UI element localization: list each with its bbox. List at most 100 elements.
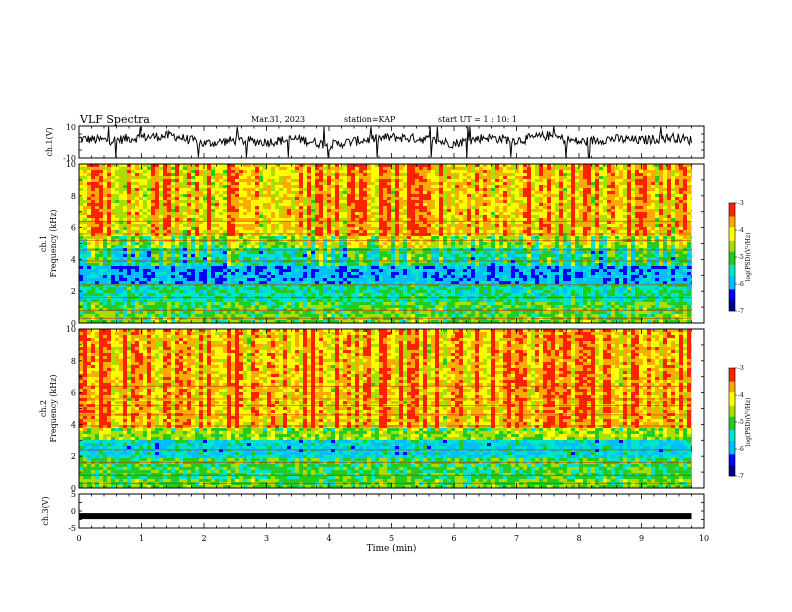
ch1-spectrogram-cell bbox=[83, 215, 88, 219]
ch1-spectrogram-cell bbox=[439, 242, 444, 246]
ch1-spectrogram-cell bbox=[659, 206, 664, 210]
ch1-spectrogram-cell bbox=[659, 242, 664, 246]
ch1-spectrogram-cell bbox=[463, 236, 468, 240]
ch1-spectrogram-cell bbox=[403, 242, 408, 246]
ch1-spectrogram-cell bbox=[275, 173, 280, 177]
ch1-spectrogram-cell bbox=[619, 251, 624, 255]
ch1-spectrogram-cell bbox=[471, 176, 476, 180]
ch1-spectrogram-cell bbox=[499, 191, 504, 195]
ch1-spectrogram-cell bbox=[611, 203, 616, 207]
ch1-spectrogram-cell bbox=[195, 179, 200, 183]
ch1-spectrogram-cell bbox=[259, 254, 264, 258]
ch1-spectrogram-cell bbox=[419, 242, 424, 246]
ch1-spectrogram-cell bbox=[247, 164, 252, 168]
ch1-spectrogram-cell bbox=[463, 233, 468, 237]
ch1-spectrogram-cell bbox=[267, 215, 272, 219]
ch1-spectrogram-cell bbox=[191, 164, 196, 168]
ch1-spectrogram-cell bbox=[307, 188, 312, 192]
ch1-spectrogram-cell bbox=[543, 185, 548, 189]
ch1-spectrogram-cell bbox=[671, 227, 676, 231]
ch1-spectrogram-cell bbox=[511, 200, 516, 204]
ch1-spectrogram-cell bbox=[287, 209, 292, 213]
ch1-spectrogram-cell bbox=[511, 254, 516, 258]
ch1-spectrogram-cell bbox=[263, 257, 268, 261]
ch1-spectrogram-cell bbox=[579, 185, 584, 189]
ch1-spectrogram-cell bbox=[363, 176, 368, 180]
ch1-spectrogram-cell bbox=[271, 164, 276, 168]
ch1-spectrogram-cell bbox=[295, 206, 300, 210]
ch1-spectrogram-cell bbox=[663, 206, 668, 210]
ch1-spectrogram-cell bbox=[247, 170, 252, 174]
ch1-spectrogram-cell bbox=[183, 233, 188, 237]
ch1-spectrogram-cell bbox=[143, 167, 148, 171]
ch1-spectrogram-cell bbox=[107, 251, 112, 255]
ch1-spectrogram-cell bbox=[443, 257, 448, 261]
ch1-spectrogram-cell bbox=[571, 173, 576, 177]
ch1-spectrogram-cell bbox=[411, 251, 416, 255]
ch1-spectrogram-cell bbox=[339, 209, 344, 213]
ch1-spectrogram-cell bbox=[547, 224, 552, 228]
ch1-spectrogram-cell bbox=[227, 203, 232, 207]
ch1-spectrogram-cell bbox=[687, 185, 692, 189]
ch1-spectrogram-cell bbox=[411, 257, 416, 261]
ch1-spectrogram-cell bbox=[475, 170, 480, 174]
ch1-spectrogram-cell bbox=[143, 200, 148, 204]
ch1-spectrogram-cell bbox=[107, 188, 112, 192]
ch1-spectrogram-cell bbox=[195, 218, 200, 222]
ch1-spectrogram-cell bbox=[523, 230, 528, 234]
ch1-spectrogram-cell bbox=[111, 227, 116, 231]
ch1-spectrogram-cell bbox=[199, 200, 204, 204]
ch1-spectrogram-cell bbox=[223, 236, 228, 240]
ch1-spectrogram-cell bbox=[675, 251, 680, 255]
ch1-spectrogram-cell bbox=[647, 221, 652, 225]
ch1-spectrogram-cell bbox=[287, 227, 292, 231]
ch1-spectrogram-cell bbox=[631, 182, 636, 186]
ch1-spectrogram-cell bbox=[503, 173, 508, 177]
ch1-spectrogram-cell bbox=[315, 194, 320, 198]
ch1-spectrogram-cell bbox=[283, 191, 288, 195]
ch1-spectrogram-cell bbox=[683, 254, 688, 258]
ch1-spectrogram-cell bbox=[499, 215, 504, 219]
ch1-spectrogram-cell bbox=[631, 218, 636, 222]
ch1-spectrogram-cell bbox=[127, 176, 132, 180]
ch1-spectrogram-cell bbox=[519, 173, 524, 177]
ch1-spectrogram-cell bbox=[363, 227, 368, 231]
ch1-spectrogram-cell bbox=[299, 230, 304, 234]
ch1-spectrogram-cell bbox=[687, 236, 692, 240]
ch1-spectrogram-cell bbox=[115, 197, 120, 201]
ch1-spectrogram-cell bbox=[183, 221, 188, 225]
ch1-spectrogram-cell bbox=[259, 242, 264, 246]
ch1-spectrogram-cell bbox=[675, 215, 680, 219]
ch1-spectrogram-cell bbox=[443, 203, 448, 207]
ch1-spectrogram-cell bbox=[363, 200, 368, 204]
ch1-spectrogram-cell bbox=[527, 188, 532, 192]
ch1-spectrogram-cell bbox=[139, 245, 144, 249]
ch1-spectrogram-cell bbox=[95, 215, 100, 219]
ch1-spectrogram-cell bbox=[619, 185, 624, 189]
ch1-spectrogram-cell bbox=[283, 212, 288, 216]
ch1-spectrogram-cell bbox=[179, 242, 184, 246]
ch1-spectrogram-cell bbox=[219, 233, 224, 237]
ch1-spectrogram-cell bbox=[419, 167, 424, 171]
ch1-spectrogram-cell bbox=[455, 203, 460, 207]
ch1-spectrogram-cell bbox=[607, 191, 612, 195]
ch1-spectrogram-cell bbox=[339, 212, 344, 216]
ch1-spectrogram-cell bbox=[275, 242, 280, 246]
ch1-spectrogram-cell bbox=[419, 254, 424, 258]
ch1-spectrogram-cell bbox=[211, 227, 216, 231]
ch1-spectrogram-cell bbox=[447, 218, 452, 222]
ch1-spectrogram-cell bbox=[423, 203, 428, 207]
ch1-spectrogram-cell bbox=[79, 200, 84, 204]
ch1-spectrogram-cell bbox=[203, 164, 208, 168]
ch1-spectrogram-cell bbox=[655, 200, 660, 204]
ch1-spectrogram-cell bbox=[651, 206, 656, 210]
ch1-spectrogram-cell bbox=[95, 224, 100, 228]
ch1-spectrogram-cell bbox=[323, 233, 328, 237]
ch1-spectrogram-cell bbox=[83, 206, 88, 210]
ch1-spectrogram-cell bbox=[663, 203, 668, 207]
ch1-spectrogram-cell bbox=[279, 209, 284, 213]
ch1-spectrogram-cell bbox=[143, 215, 148, 219]
ch1-spectrogram-cell bbox=[143, 179, 148, 183]
ch1-spectrogram-cell bbox=[271, 194, 276, 198]
ch1-spectrogram-cell bbox=[263, 221, 268, 225]
